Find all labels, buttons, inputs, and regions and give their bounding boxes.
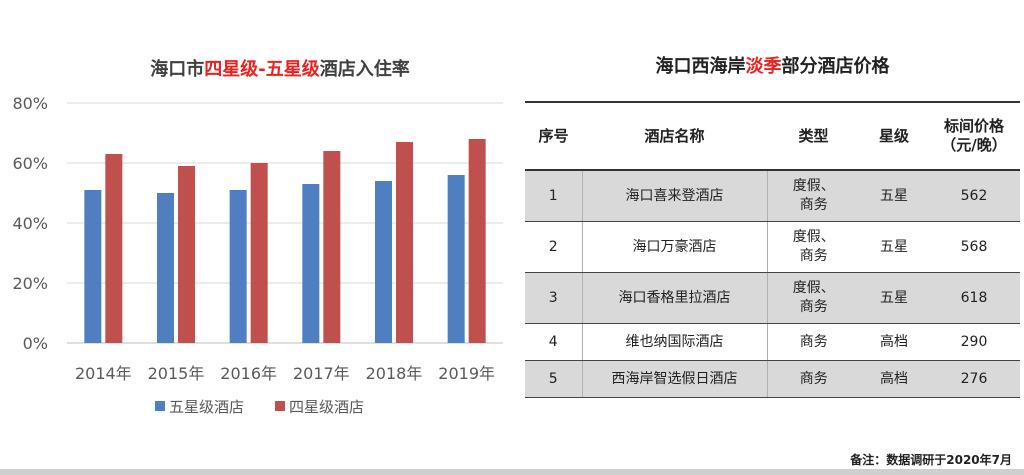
bar-four-star: [396, 142, 413, 343]
cell-name: 海口万豪酒店: [581, 221, 768, 273]
cell-star: 五星: [860, 170, 928, 222]
cell-type-line1: 度假、: [792, 178, 835, 194]
cell-name: 海口喜来登酒店: [581, 170, 768, 222]
bar-five-star: [302, 184, 320, 343]
legend-label: 五星级酒店: [169, 398, 244, 416]
cell-star: 高档: [860, 323, 928, 361]
cell-type: 度假、 商务: [767, 272, 860, 324]
x-tick-label: 2017年: [293, 364, 350, 383]
cell-star: 五星: [860, 272, 928, 324]
table-title-suffix: 部分酒店价格: [781, 56, 890, 77]
bar-four-star: [250, 163, 268, 343]
cell-no: 4: [525, 323, 582, 361]
table-title-prefix: 海口西海岸: [655, 56, 746, 77]
hotel-price-table: 序号 酒店名称 类型 星级 标间价格 （元/晚） 1 海口喜来登酒店 度假、商务 …: [525, 101, 1020, 398]
header-no: 序号: [525, 101, 582, 171]
table-row: 5 西海岸智选假日酒店 商务 高档 276: [525, 360, 1020, 398]
cell-type: 商务: [767, 323, 860, 361]
legend-swatch: [275, 401, 285, 411]
cell-type: 商务: [767, 360, 860, 398]
y-tick-label: 60%: [12, 154, 48, 173]
cell-type-line1: 度假、: [792, 229, 835, 245]
table-row: 1 海口喜来登酒店 度假、商务 五星 562: [525, 170, 1020, 222]
chart-title-prefix: 海口市: [150, 59, 205, 80]
chart-title-suffix: 酒店入住率: [319, 59, 410, 80]
chart-title-highlight: 四星级-五星级: [204, 59, 320, 80]
table-title-highlight: 淡季: [745, 56, 782, 77]
header-star: 星级: [860, 101, 928, 171]
cell-name: 维也纳国际酒店: [581, 323, 768, 361]
cell-no: 5: [525, 360, 582, 398]
cell-type-line2: 商务: [799, 299, 828, 315]
cell-type-line2: 商务: [799, 197, 828, 213]
bar-five-star: [84, 190, 102, 343]
header-price: 标间价格 （元/晚）: [928, 101, 1020, 171]
y-tick-label: 20%: [12, 274, 48, 293]
chart-title: 海口市四星级-五星级酒店入住率: [60, 55, 500, 81]
legend-swatch: [155, 401, 165, 411]
y-tick-label: 80%: [12, 94, 48, 113]
cell-name: 海口香格里拉酒店: [581, 272, 768, 324]
cell-price: 290: [928, 323, 1020, 361]
x-tick-label: 2018年: [366, 364, 423, 383]
bar-five-star: [375, 181, 392, 343]
cell-no: 3: [525, 272, 582, 324]
cell-type: 度假、 商务: [767, 170, 860, 222]
bar-four-star: [105, 154, 123, 343]
cell-name: 西海岸智选假日酒店: [581, 360, 768, 398]
table-header-row: 序号 酒店名称 类型 星级 标间价格 （元/晚）: [525, 101, 1020, 171]
legend-label: 四星级酒店: [289, 398, 364, 416]
y-tick-label: 40%: [12, 214, 48, 233]
bar-four-star: [178, 166, 195, 343]
cell-no: 2: [525, 221, 582, 273]
occupancy-bar-chart: 0% 20% 40% 60% 80% 2014年 2015年 2016年 2017年 2018年 2…: [12, 94, 503, 416]
bar-five-star: [447, 175, 465, 343]
table-row: 2 海口万豪酒店 度假、商务 五星 568: [525, 221, 1020, 273]
header-name: 酒店名称: [582, 101, 767, 171]
x-tick-label: 2015年: [148, 364, 205, 383]
x-tick-label: 2014年: [75, 364, 132, 383]
cell-type: 度假、 商务: [767, 221, 860, 273]
header-price-line1: 标间价格: [943, 117, 1004, 135]
cell-price: 562: [928, 170, 1020, 222]
header-type: 类型: [767, 101, 860, 171]
bar-four-star: [468, 139, 486, 343]
table-title: 海口西海岸淡季部分酒店价格: [525, 52, 1020, 78]
bar-four-star: [323, 151, 341, 343]
cell-price: 276: [928, 360, 1020, 398]
y-tick-label: 0%: [23, 334, 48, 353]
cell-type-line2: 商务: [799, 248, 828, 264]
cell-type-line1: 度假、: [792, 280, 835, 296]
cell-star: 高档: [860, 360, 928, 398]
bar-five-star: [229, 190, 247, 343]
header-price-line2: （元/晚）: [941, 136, 1007, 154]
x-tick-label: 2016年: [220, 364, 277, 383]
bottom-divider: [0, 469, 1024, 475]
cell-star: 五星: [860, 221, 928, 273]
table-row: 4 维也纳国际酒店 商务 高档 290: [525, 323, 1020, 361]
bar-five-star: [157, 193, 174, 343]
table-row: 3 海口香格里拉酒店 度假、商务 五星 618: [525, 272, 1020, 324]
x-tick-label: 2019年: [438, 364, 495, 383]
footnote: 备注：数据调研于2020年7月: [850, 453, 1012, 467]
cell-no: 1: [525, 170, 582, 222]
cell-price: 568: [928, 221, 1020, 273]
cell-price: 618: [928, 272, 1020, 324]
